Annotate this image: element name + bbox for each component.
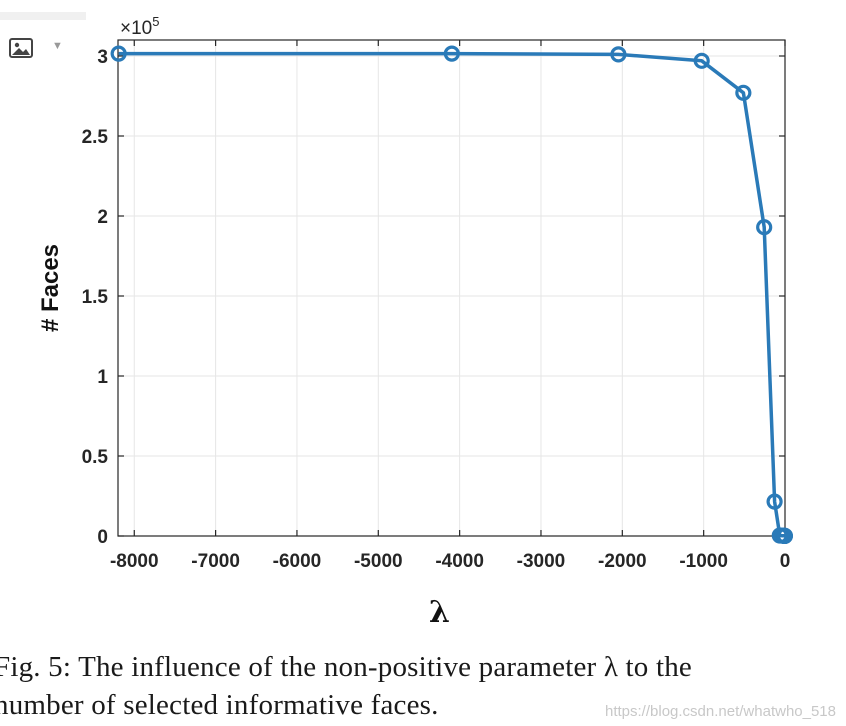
x-tick-label: 0 xyxy=(780,551,791,572)
watermark: https://blog.csdn.net/whatwho_518 xyxy=(605,703,836,720)
y-multiplier-exponent: 5 xyxy=(152,14,159,29)
y-axis-multiplier: ×105 xyxy=(120,14,159,39)
caption-line-2: number of selected informative faces. xyxy=(0,689,439,721)
x-tick-label: -7000 xyxy=(191,551,240,572)
y-tick-label: 2.5 xyxy=(82,127,109,148)
x-tick-label: -4000 xyxy=(435,551,484,572)
data-point xyxy=(756,219,773,236)
series-line xyxy=(110,45,794,545)
data-point xyxy=(693,52,710,69)
y-tick-label: 2 xyxy=(97,207,108,228)
y-axis-label: # Faces xyxy=(37,244,64,332)
x-axis-label: λ xyxy=(429,595,450,630)
image-icon[interactable] xyxy=(8,36,34,60)
caption-line-1: Fig. 5: The influence of the non-positiv… xyxy=(0,651,692,683)
y-tick-label: 0 xyxy=(97,527,108,548)
data-point xyxy=(110,45,127,62)
grid-lines xyxy=(118,40,786,537)
image-toolbar: ▼ xyxy=(0,0,86,68)
caret-down-icon[interactable]: ▼ xyxy=(52,40,63,52)
y-tick-label: 3 xyxy=(97,47,108,68)
y-multiplier-base: ×10 xyxy=(120,18,152,39)
data-point xyxy=(610,46,627,63)
y-tick-label: 0.5 xyxy=(82,447,109,468)
x-tick-label: -5000 xyxy=(354,551,403,572)
data-point xyxy=(443,45,460,62)
toolbar-divider xyxy=(0,12,86,20)
data-point xyxy=(735,84,752,101)
y-tick-label: 1.5 xyxy=(82,287,109,308)
figure-caption: Fig. 5: The influence of the non-positiv… xyxy=(0,648,844,724)
x-tick-label: -6000 xyxy=(273,551,322,572)
data-point xyxy=(776,527,794,545)
x-tick-label: -3000 xyxy=(517,551,566,572)
data-point xyxy=(766,493,783,510)
axis-ticks: -8000 -7000 -6000 -5000 -4000 -3000 -2000 -1000… xyxy=(82,40,791,572)
x-tick-label: -8000 xyxy=(110,551,159,572)
line-chart: -8000 -7000 -6000 -5000 -4000 -3000 -2000 -1000… xyxy=(37,14,794,630)
x-tick-label: -2000 xyxy=(598,551,647,572)
series-path xyxy=(118,51,787,538)
plot-area xyxy=(117,39,786,537)
x-tick-label: -1000 xyxy=(679,551,728,572)
y-tick-label: 1 xyxy=(97,367,108,388)
